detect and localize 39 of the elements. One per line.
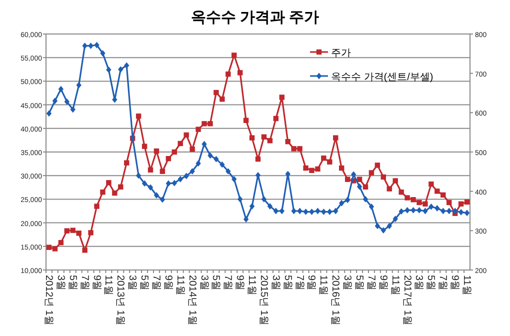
x-tick-label: 11월 (174, 275, 186, 296)
x-tick-label: 11월 (318, 275, 329, 296)
legend-label: 주가 (331, 48, 351, 59)
x-tick-label: 5월 (282, 275, 293, 291)
x-tick-label: 9월 (449, 275, 460, 291)
x-tick-label: 5월 (425, 275, 436, 291)
x-tick-label: 7월 (150, 275, 162, 291)
x-tick-label: 3월 (270, 275, 281, 291)
x-tick-label: 3월 (342, 275, 353, 291)
x-tick-label: 11월 (389, 275, 400, 296)
x-tick-label: 2012년 1월 (42, 275, 54, 326)
x-tick-label: 2015년 1월 (258, 275, 269, 326)
x-tick-label: 9월 (377, 275, 388, 291)
x-tick-label: 11월 (246, 275, 258, 296)
legend-label: 옥수수 가격(센트/부셀) (331, 72, 434, 83)
x-tick-label: 9월 (90, 275, 102, 291)
x-tick-label: 2014년 1월 (186, 275, 198, 326)
x-tick-label: 3월 (198, 275, 210, 291)
x-tick-label: 9월 (234, 275, 246, 291)
x-tick-label: 3월 (126, 275, 138, 291)
x-tick-label: 5월 (66, 275, 78, 291)
x-tick-label: 2013년 1월 (114, 275, 126, 326)
x-tick-label: 7월 (222, 275, 234, 291)
x-tick-label: 7월 (437, 275, 448, 291)
x-tick-label: 7월 (78, 275, 90, 291)
x-tick-label: 5월 (210, 275, 222, 291)
x-tick-label: 2016년 1월 (330, 275, 341, 326)
x-tick-label: 5월 (354, 275, 365, 291)
x-tick-label: 9월 (306, 275, 317, 291)
x-tick-label: 2017년 1월 (401, 275, 412, 326)
x-tick-label: 11월 (102, 275, 114, 296)
chart-title: 옥수수 가격과 주가 (190, 9, 320, 26)
x-tick-label: 5월 (138, 275, 150, 291)
x-tick-label: 3월 (54, 275, 66, 291)
x-tick-label: 7월 (294, 275, 305, 291)
x-tick-label: 7월 (365, 275, 376, 291)
x-tick-label: 9월 (162, 275, 174, 291)
x-tick-label: 11월 (461, 275, 472, 296)
x-tick-label: 3월 (413, 275, 424, 291)
